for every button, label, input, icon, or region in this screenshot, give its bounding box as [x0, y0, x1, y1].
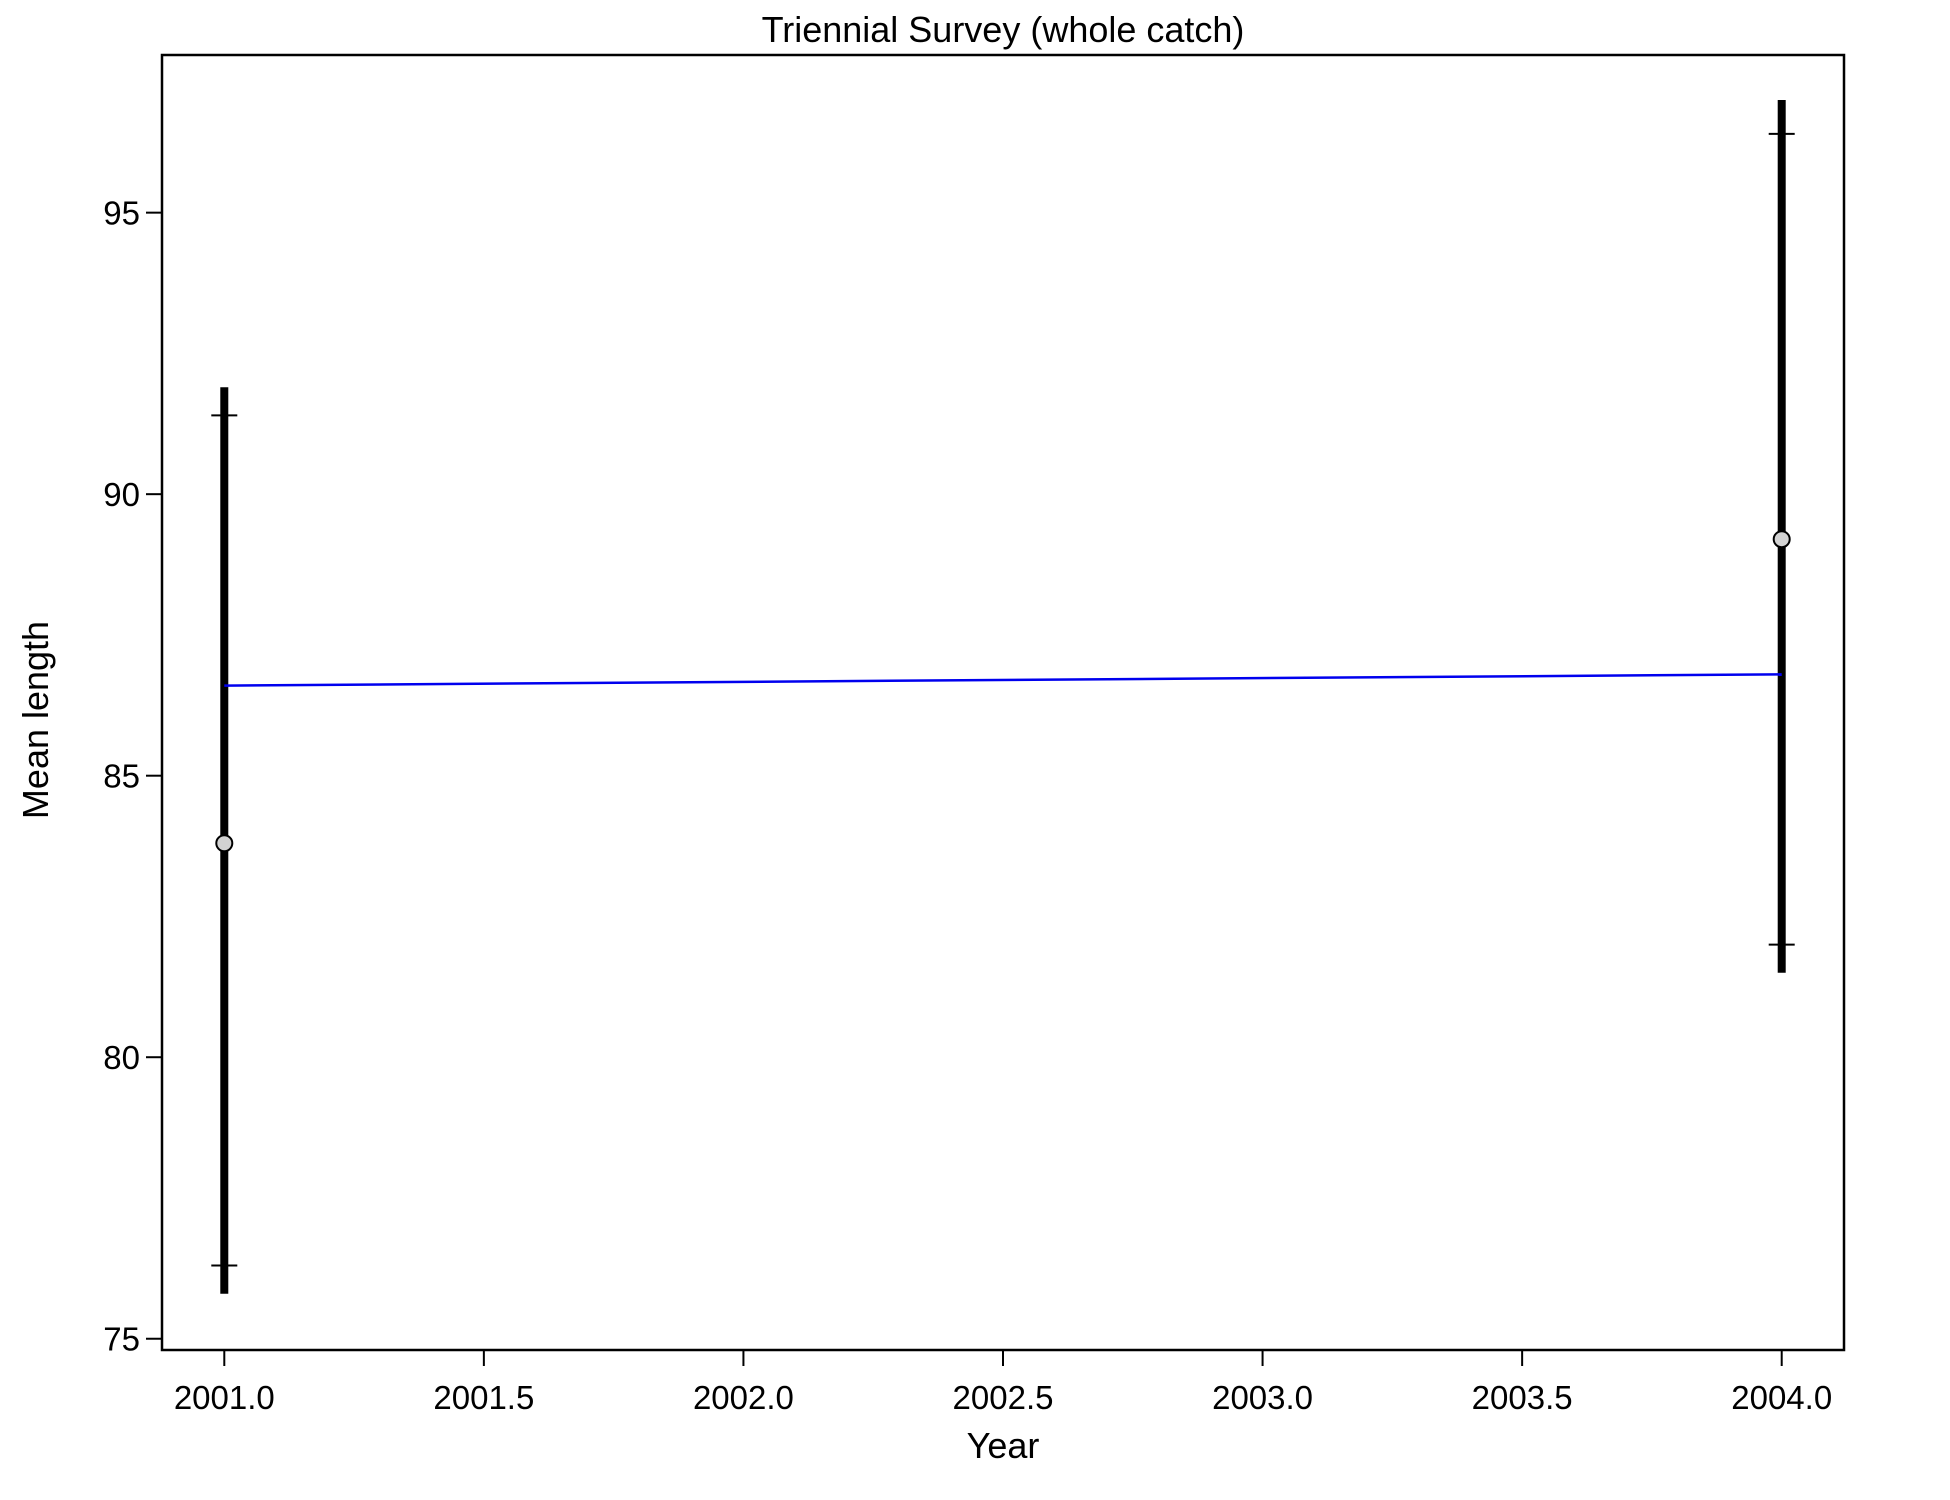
x-tick-label-2: 2002.0 [693, 1379, 794, 1416]
x-tick-label-0: 2001.0 [174, 1379, 275, 1416]
y-tick-label-4: 95 [103, 195, 140, 232]
x-tick-label-3: 2002.5 [953, 1379, 1054, 1416]
y-tick-label-1: 80 [103, 1039, 140, 1076]
chart-title: Triennial Survey (whole catch) [762, 9, 1245, 50]
x-tick-label-6: 2004.0 [1731, 1379, 1832, 1416]
y-tick-label-2: 85 [103, 758, 140, 795]
x-tick-label-5: 2003.5 [1472, 1379, 1573, 1416]
x-tick-label-1: 2001.5 [433, 1379, 534, 1416]
y-tick-label-3: 90 [103, 476, 140, 513]
x-axis-label: Year [967, 1425, 1040, 1466]
y-axis-label: Mean length [15, 621, 56, 819]
chart-marks: 2001.0 2001.5 2002.0 2002.5 2003.0 2003.5 2004… [103, 100, 1832, 1416]
observed-point-1 [1772, 530, 1791, 549]
plot-frame [160, 53, 1846, 1352]
y-tick-label-0: 75 [103, 1321, 140, 1358]
expected-line [224, 673, 1782, 687]
observed-point-0 [215, 834, 234, 853]
x-tick-label-4: 2003.0 [1212, 1379, 1313, 1416]
